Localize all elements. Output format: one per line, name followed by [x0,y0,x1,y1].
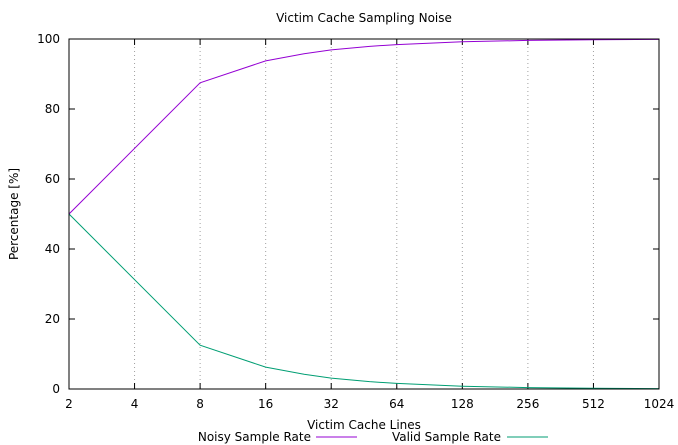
legend-label: Noisy Sample Rate [198,430,311,444]
plot-frame [68,38,660,390]
x-tick-label: 512 [582,397,605,411]
x-tick-label: 32 [324,397,339,411]
chart-title: Victim Cache Sampling Noise [276,11,452,25]
series-line-2 [68,213,660,390]
y-tick-label: 80 [45,102,60,116]
x-tick-label: 4 [131,397,139,411]
y-tick-label: 40 [45,242,60,256]
legend-label: Valid Sample Rate [392,430,501,444]
y-tick-label: 100 [37,32,60,46]
y-tick-label: 0 [52,382,60,396]
ticks: 2 4 8 16 32 64 128 256 512 1024 0 20 40 60 80 100 [37,32,674,411]
y-axis-label: Percentage [%] [7,168,21,260]
grid [134,39,594,389]
x-tick-label: 1024 [644,397,675,411]
x-tick-label: 256 [516,397,539,411]
x-tick-label: 128 [451,397,474,411]
series-group [68,38,660,390]
legend: Noisy Sample Rate Valid Sample Rate [198,430,548,444]
x-tick-label: 2 [65,397,73,411]
series-line-1 [68,38,660,215]
y-tick-label: 20 [45,312,60,326]
x-tick-label: 8 [196,397,204,411]
x-tick-label: 64 [389,397,404,411]
x-axis-label: Victim Cache Lines [307,418,421,432]
x-tick-label: 16 [258,397,273,411]
y-tick-label: 60 [45,172,60,186]
